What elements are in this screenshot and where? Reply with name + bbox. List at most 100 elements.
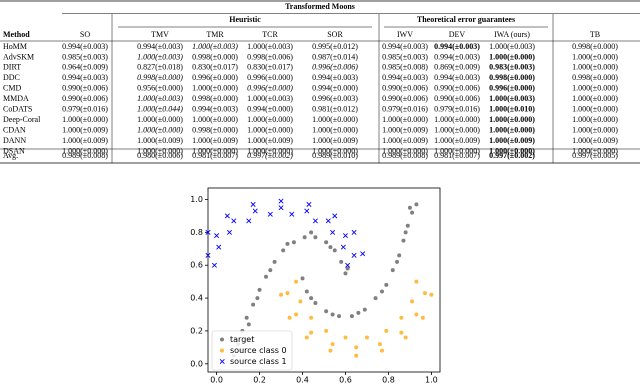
column-header: IWV (397, 30, 413, 39)
table-cell: 0.994(±0.000) (312, 84, 358, 93)
table-cell: 0.983(±0.003) (489, 63, 535, 72)
table-cell: 0.985(±0.008) (382, 63, 428, 72)
table-cell: 0.989(±0.008) (382, 151, 428, 160)
table-cell: 0.981(±0.012) (312, 105, 358, 114)
table-cell: 1.000(±0.000) (192, 146, 238, 155)
table-cell: 0.996(±0.006) (312, 63, 358, 72)
table-cell: 0.990(±0.006) (62, 84, 108, 93)
legend-marker (219, 358, 225, 365)
point (380, 348, 384, 353)
legend-label: source class 0 (230, 346, 287, 355)
table-cell: 0.990(±0.006) (382, 94, 428, 103)
point (330, 342, 335, 347)
table-cell: 1.000(±0.000) (192, 84, 238, 93)
point (205, 229, 211, 235)
table-cell: 0.998(±0.000) (192, 125, 238, 134)
group-header: Theoretical error guarantees (417, 15, 515, 24)
point (324, 240, 329, 245)
y-tick-label: 0.8 (190, 228, 203, 237)
table-cell: 0.994(±0.003) (434, 73, 480, 82)
point (309, 315, 314, 320)
table-cell: 0.987(±0.014) (312, 52, 358, 61)
table-cell: 0.990(±0.006) (62, 94, 108, 103)
table-cell: 1.000(±0.009) (137, 136, 183, 145)
x-tick-label: 1.0 (425, 376, 438, 384)
column-header: TMV (151, 30, 169, 39)
row-label: DDC (3, 73, 20, 82)
point (231, 218, 237, 224)
column-header: SO (80, 30, 90, 39)
legend-box (211, 330, 293, 371)
legend-label: target (230, 335, 254, 344)
table-cell: 0.996(±0.000) (247, 84, 293, 93)
table-cell: 1.000(±0.000) (247, 146, 293, 155)
point (281, 248, 286, 253)
point (337, 314, 342, 319)
table-cell: 1.000(±0.009) (489, 136, 535, 145)
point (354, 345, 359, 350)
point (251, 302, 256, 307)
row-label: DSAN (3, 146, 25, 155)
table-cell: 1.000(±0.000) (312, 146, 358, 155)
column-header: TB (590, 30, 600, 39)
point (414, 279, 419, 284)
point (325, 218, 331, 224)
table-cell: 0.979(±0.016) (62, 105, 108, 114)
point (278, 205, 284, 211)
point (287, 315, 292, 320)
row-label: DANN (3, 136, 26, 145)
point (414, 312, 419, 317)
table-cell: 0.995(±0.012) (312, 42, 358, 51)
table-cell: 1.000(±0.000) (572, 52, 618, 61)
table-cell: 1.000(±0.000) (62, 146, 108, 155)
table-cell: 1.000(±0.000) (489, 146, 535, 155)
table-cell: 1.000(±0.000) (192, 115, 238, 124)
point (429, 292, 434, 297)
point (264, 274, 268, 279)
table-cell: 0.994(±0.003) (192, 105, 238, 114)
row-label: HoMM (3, 42, 27, 51)
point (343, 271, 348, 276)
point (401, 238, 406, 243)
table-cell: 0.981(±0.007) (192, 151, 238, 160)
point (354, 353, 359, 358)
table-cell: 1.000(±0.044) (137, 105, 183, 114)
table-cell: 1.000(±0.003) (247, 94, 293, 103)
table-cell: 0.830(±0.017) (247, 63, 293, 72)
table-cell: 0.998(±0.000) (572, 73, 618, 82)
table-cell: 1.000(±0.009) (62, 136, 108, 145)
point (278, 198, 284, 204)
point (345, 266, 350, 271)
point (384, 282, 389, 287)
point (300, 276, 305, 281)
table-cell: 1.000(±0.000) (489, 115, 535, 124)
point (373, 296, 378, 301)
table-cell: 0.997(±0.002) (247, 151, 293, 160)
point (214, 233, 220, 239)
point (304, 289, 309, 294)
table-cell: 1.000(±0.000) (572, 63, 618, 72)
table-cell: 1.000(±0.009) (572, 136, 618, 145)
table-cell: 0.980(±0.006) (137, 151, 183, 160)
point (407, 205, 412, 210)
point (211, 262, 217, 268)
table-cell: 0.994(±0.003) (62, 42, 108, 51)
table-cell: 1.000(±0.009) (312, 136, 358, 145)
table-cell: 1.000(±0.000) (489, 125, 535, 134)
table-cell: 0.827(±0.018) (137, 63, 183, 72)
table-cell: 1.000(±0.009) (434, 136, 480, 145)
point (399, 330, 404, 335)
point (304, 335, 309, 340)
table-cell: 0.830(±0.017) (192, 63, 238, 72)
y-tick-label: 1.0 (190, 195, 203, 204)
point (349, 314, 354, 319)
y-tick-label: 0.4 (190, 294, 203, 303)
point (342, 233, 348, 239)
table-cell: 1.000(±0.000) (137, 146, 183, 155)
scatter-chart: 0.0 0.2 0.4 0.6 0.8 1.0 0.0 0.2 0.4 0.6 0.8 1.0 targ… (190, 187, 441, 384)
legend-marker (220, 337, 224, 342)
point (313, 301, 318, 305)
y-tick-label: 0.2 (190, 326, 203, 335)
point (420, 315, 425, 320)
